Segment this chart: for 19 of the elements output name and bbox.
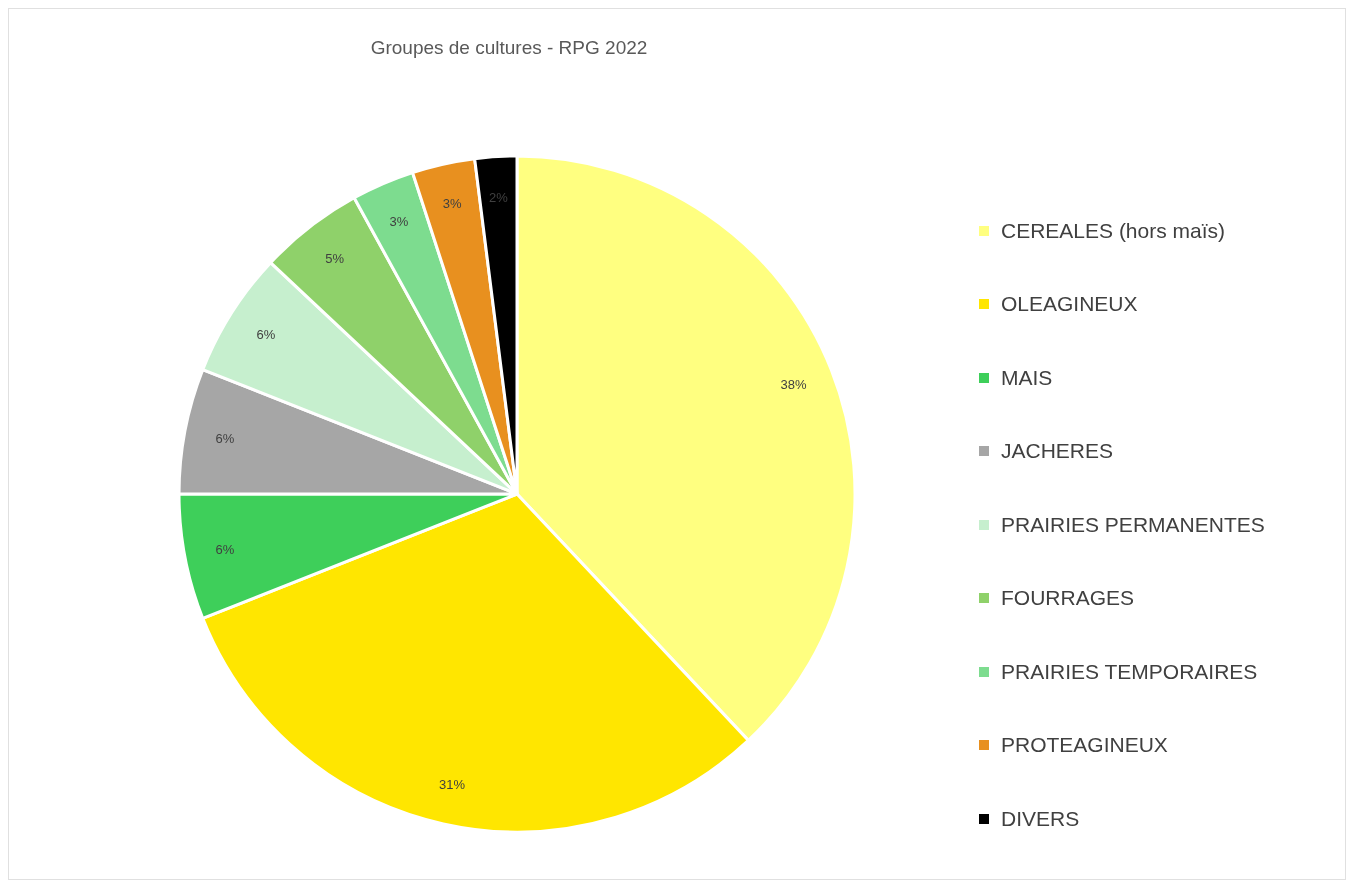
legend-label: CEREALES (hors maïs) <box>1001 218 1226 243</box>
data-label: 3% <box>442 196 462 212</box>
chart-title: Groupes de cultures - RPG 2022 <box>369 37 649 59</box>
legend-label: PRAIRIES PERMANENTES <box>1001 512 1265 537</box>
data-label: 2% <box>488 189 509 205</box>
data-label: 38% <box>780 377 807 393</box>
legend-label: JACHERES <box>1001 439 1114 464</box>
legend-label: MAIS <box>1001 365 1053 390</box>
legend-label: FOURRAGES <box>1001 586 1135 611</box>
data-label: 6% <box>215 430 235 446</box>
data-label: 5% <box>325 251 345 267</box>
data-label: 31% <box>439 776 466 792</box>
legend-label: DIVERS <box>1001 806 1080 831</box>
legend-label: PRAIRIES TEMPORAIRES <box>1001 659 1258 684</box>
data-label: 3% <box>389 213 409 229</box>
legend-label: PROTEAGINEUX <box>1001 733 1168 758</box>
data-label: 6% <box>215 542 235 558</box>
legend-label: OLEAGINEUX <box>1001 292 1138 317</box>
data-label: 6% <box>256 327 276 343</box>
